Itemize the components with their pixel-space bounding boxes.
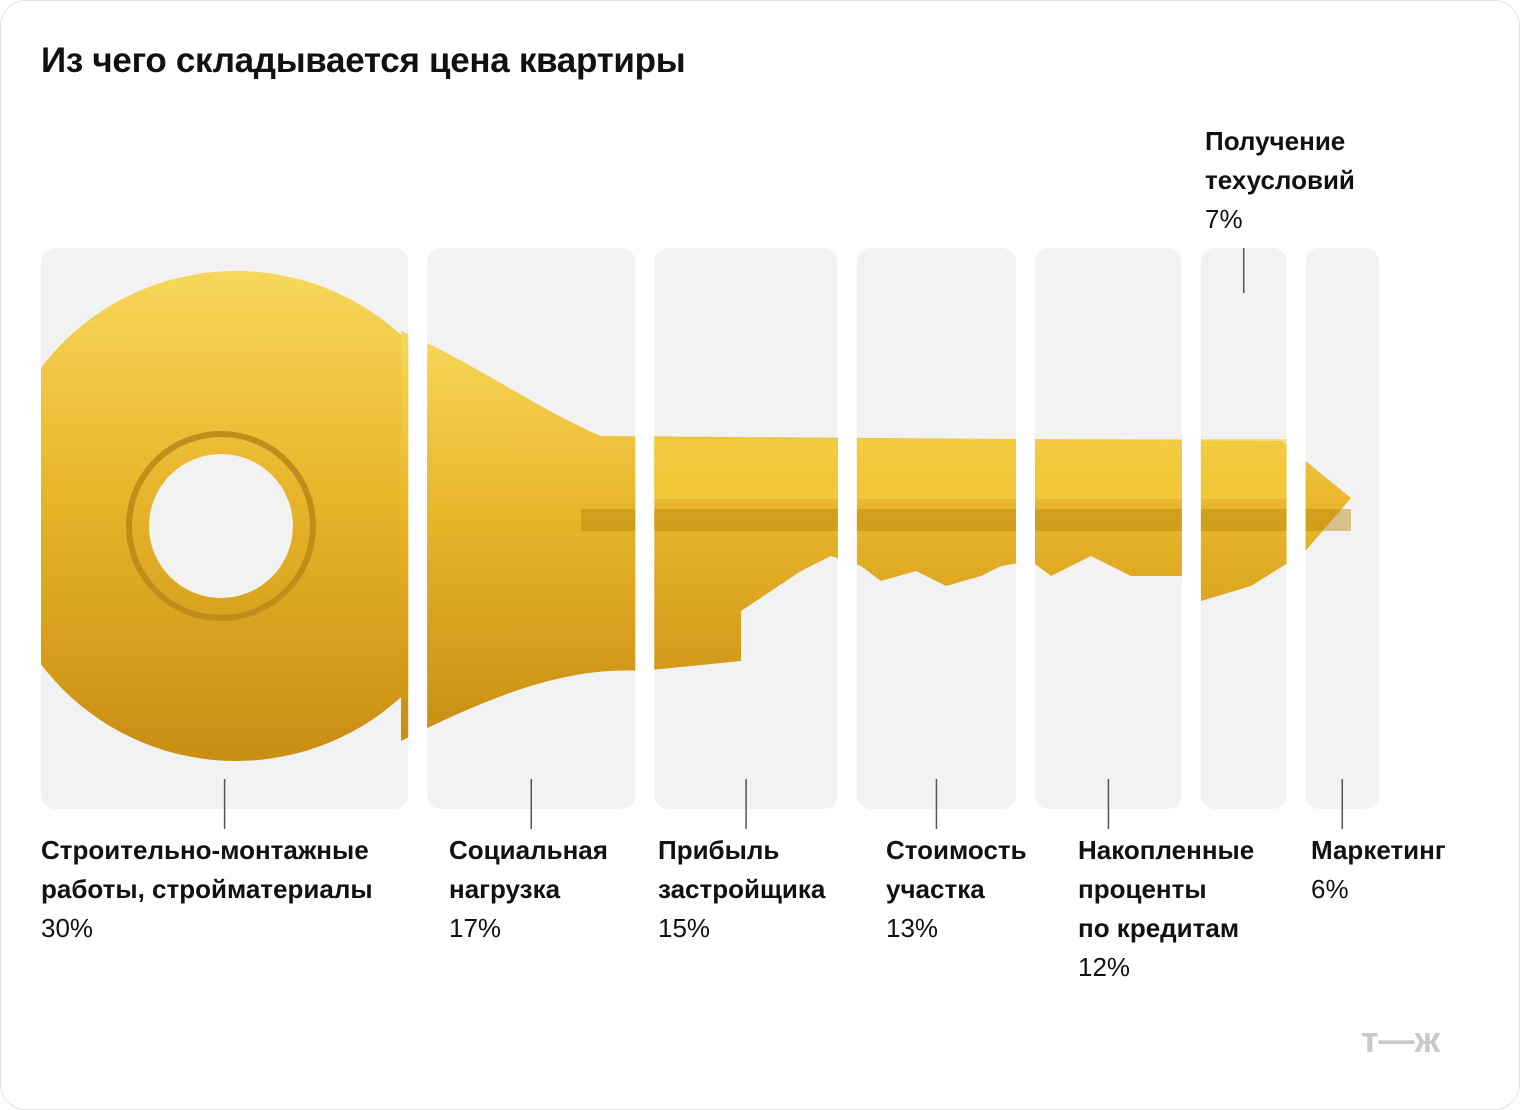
category-label: Стоимость участка	[886, 835, 1027, 904]
segment	[1305, 248, 1379, 809]
chart-title: Из чего складывается цена квартиры	[41, 41, 686, 80]
logo: т—ж	[1361, 1019, 1441, 1060]
value-label: 13%	[886, 913, 939, 943]
segment-label: Социальная нагрузка 17%	[449, 831, 608, 948]
segment-label: Прибыль застройщика 15%	[658, 831, 825, 948]
value-label: 7%	[1205, 204, 1243, 234]
category-label: Получение техусловий	[1205, 126, 1355, 195]
category-label: Маркетинг	[1311, 835, 1446, 865]
value-label: 15%	[658, 913, 711, 943]
value-label: 6%	[1311, 874, 1349, 904]
category-label: Накопленные проценты по кредитам	[1078, 835, 1255, 943]
category-label: Прибыль застройщика	[658, 835, 826, 904]
value-label: 17%	[449, 913, 502, 943]
value-label: 12%	[1078, 952, 1131, 982]
segment-label: Маркетинг 6%	[1311, 831, 1446, 909]
value-label: 30%	[41, 913, 94, 943]
segment-label: Стоимость участка 13%	[886, 831, 1027, 948]
segment-label: Строительно-монтажные работы, стройматер…	[41, 831, 373, 948]
segment-label: Получение техусловий 7%	[1205, 122, 1355, 239]
category-label: Строительно-монтажные работы, стройматер…	[41, 835, 373, 904]
category-label: Социальная нагрузка	[449, 835, 608, 904]
segment-label: Накопленные проценты по кредитам 12%	[1078, 831, 1254, 987]
